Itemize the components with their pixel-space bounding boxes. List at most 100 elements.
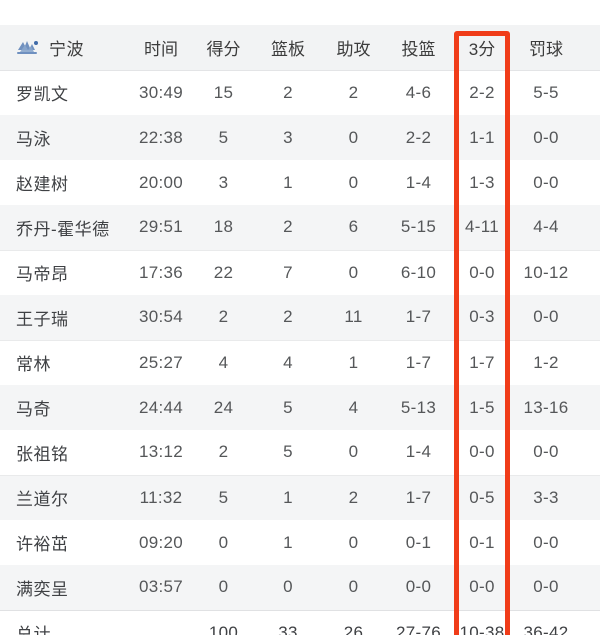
cell-time: 11:32: [130, 474, 192, 520]
cell-rebounds: 5: [283, 442, 293, 462]
player-name[interactable]: 张祖铭: [16, 444, 69, 464]
player-name[interactable]: 兰道尔: [0, 474, 130, 520]
table-row[interactable]: 罗凯文 30:49 15 2 2 4-6 2-2 5-5: [0, 70, 600, 115]
total-rebounds: 33: [278, 622, 298, 635]
column-header-points[interactable]: 得分: [192, 25, 255, 71]
cell-fieldgoals: 5-13: [400, 397, 437, 417]
column-header-rebounds[interactable]: 篮板: [255, 25, 321, 71]
cell-rebounds: 2: [283, 82, 293, 102]
cell-fieldgoals: 6-10: [386, 249, 451, 295]
cell-threepointers: 1-7: [451, 339, 513, 385]
table-row[interactable]: 许裕茁 09:20 0 1 0 0-1 0-1 0-0: [0, 520, 600, 565]
cell-steals: [579, 70, 600, 115]
cell-rebounds: 4: [255, 339, 321, 385]
cell-freethrows: 5-5: [533, 82, 559, 102]
cell-freethrows: 13-16: [523, 397, 569, 417]
player-name[interactable]: 王子瑞: [16, 309, 69, 329]
cell-steals: [579, 339, 600, 385]
cell-assists: 1: [321, 339, 386, 385]
cell-assists: 0: [321, 249, 386, 295]
cell-points: 5: [192, 474, 255, 520]
table-row[interactable]: 马奇 24:44 24 5 4 5-13 1-5 13-16: [0, 385, 600, 430]
cell-assists: 6: [348, 217, 359, 237]
cell-threepointers: 1-1: [469, 127, 495, 147]
table-row[interactable]: 兰道尔 11:32 5 1 2 1-7 0-5 3-3: [0, 474, 600, 520]
cell-steals: [579, 205, 600, 250]
cell-points: 22: [192, 249, 255, 295]
cell-points: 5: [218, 127, 229, 147]
column-header-assists[interactable]: 助攻: [321, 25, 386, 71]
cell-threepointers: 0-0: [469, 442, 495, 462]
column-header-team[interactable]: 宁波: [0, 25, 130, 71]
cell-threepointers: 0-3: [469, 307, 495, 327]
column-header-freethrows[interactable]: 罚球: [513, 25, 579, 71]
player-name[interactable]: 马帝昂: [0, 249, 130, 295]
cell-points: 24: [213, 397, 234, 417]
table-row[interactable]: 满奕呈 03:57 0 0 0 0-0 0-0 0-0: [0, 565, 600, 610]
table-row[interactable]: 赵建树 20:00 3 1 0 1-4 1-3 0-0: [0, 160, 600, 205]
table-row[interactable]: 乔丹-霍华德 29:51 18 2 6 5-15 4-11 4-4: [0, 205, 600, 250]
table-body: 罗凯文 30:49 15 2 2 4-6 2-2 5-5 马泳 22:38 5 3 0 2-2 1-1 0-0…: [0, 70, 600, 635]
cell-time: 29:51: [138, 217, 184, 237]
cell-points: 0: [218, 577, 229, 597]
cell-points: 2: [218, 442, 229, 462]
cell-steals: [579, 385, 600, 430]
total-assists: 26: [343, 622, 364, 635]
cell-time: 30:54: [138, 307, 184, 327]
cell-steals: [579, 160, 600, 205]
player-name[interactable]: 满奕呈: [16, 579, 69, 599]
player-name[interactable]: 马奇: [16, 400, 51, 419]
cell-fieldgoals: 0-1: [405, 532, 432, 552]
cell-points: 4: [192, 339, 255, 385]
cell-freethrows: 0-0: [533, 532, 559, 552]
cell-steals: [579, 520, 600, 565]
cell-points: 18: [213, 217, 234, 237]
cell-assists: 0: [348, 172, 359, 192]
cell-steals: [579, 474, 600, 520]
cell-rebounds: 1: [283, 172, 293, 192]
player-name[interactable]: 常林: [0, 339, 130, 385]
player-name[interactable]: 许裕茁: [16, 535, 69, 554]
team-name-label: 宁波: [49, 39, 84, 59]
cell-freethrows: 1-2: [513, 339, 579, 385]
total-steals: [579, 610, 600, 635]
player-name[interactable]: 乔丹-霍华德: [16, 219, 110, 239]
cell-time: 09:20: [138, 532, 184, 552]
table-row[interactable]: 王子瑞 30:54 2 2 11 1-7 0-3 0-0: [0, 295, 600, 340]
table-row[interactable]: 马帝昂 17:36 22 7 0 6-10 0-0 10-12: [0, 249, 600, 295]
cell-freethrows: 0-0: [533, 172, 559, 192]
table-row[interactable]: 马泳 22:38 5 3 0 2-2 1-1 0-0: [0, 115, 600, 160]
table-row[interactable]: 张祖铭 13:12 2 5 0 1-4 0-0 0-0: [0, 430, 600, 475]
total-fieldgoals: 27-76: [396, 622, 441, 635]
cell-assists: 0: [348, 127, 359, 147]
total-time: [130, 610, 192, 635]
table-row[interactable]: 常林 25:27 4 4 1 1-7 1-7 1-2: [0, 339, 600, 385]
cell-fieldgoals: 1-4: [405, 172, 432, 192]
cell-fieldgoals: 1-7: [386, 474, 451, 520]
column-header-fieldgoals[interactable]: 投篮: [386, 25, 451, 71]
column-header-threepointers[interactable]: 3分: [451, 25, 513, 71]
cell-fieldgoals: 2-2: [405, 127, 432, 147]
player-name[interactable]: 赵建树: [16, 175, 69, 194]
column-header-steals[interactable]: 抢: [579, 25, 600, 71]
column-header-time[interactable]: 时间: [130, 25, 192, 71]
cell-steals: [579, 295, 600, 340]
cell-threepointers: 1-3: [469, 172, 495, 192]
cell-time: 13:12: [138, 442, 184, 462]
cell-steals: [579, 430, 600, 475]
cell-rebounds: 3: [283, 127, 293, 147]
cell-points: 3: [218, 172, 229, 192]
cell-steals: [579, 565, 600, 610]
cell-assists: 11: [344, 307, 363, 327]
cell-rebounds: 1: [283, 532, 293, 552]
player-name[interactable]: 罗凯文: [16, 85, 69, 105]
cell-rebounds: 2: [283, 307, 293, 327]
cell-rebounds: 7: [255, 249, 321, 295]
player-name[interactable]: 马泳: [16, 130, 51, 149]
cell-steals: [579, 249, 600, 295]
cell-time: 24:44: [138, 397, 184, 417]
cell-time: 20:00: [138, 172, 184, 192]
cell-fieldgoals: 1-7: [405, 307, 432, 327]
cell-assists: 2: [348, 82, 359, 102]
top-gutter: [0, 0, 600, 25]
